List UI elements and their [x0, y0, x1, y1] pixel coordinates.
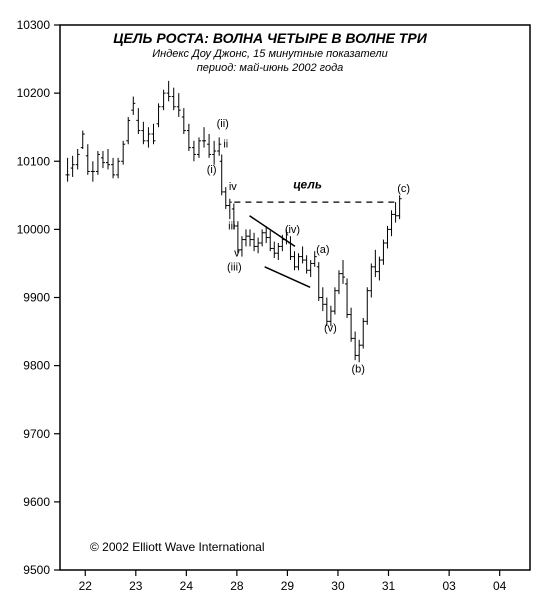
svg-text:ii: ii: [223, 139, 228, 151]
svg-text:22: 22: [79, 579, 93, 593]
svg-text:(iv): (iv): [285, 224, 300, 236]
svg-text:(a): (a): [316, 244, 329, 256]
svg-text:30: 30: [331, 579, 345, 593]
svg-text:28: 28: [230, 579, 244, 593]
chart-subtitle-1: Индекс Доу Джонс, 15 минутные показатели: [0, 48, 540, 60]
svg-text:(ii): (ii): [217, 118, 229, 130]
chart-svg: 9500960097009800990010000101001020010300…: [0, 0, 540, 600]
svg-text:9800: 9800: [23, 359, 50, 373]
svg-text:(iii): (iii): [227, 261, 242, 273]
svg-text:31: 31: [382, 579, 396, 593]
svg-text:10200: 10200: [17, 86, 51, 100]
svg-text:9700: 9700: [23, 427, 50, 441]
svg-text:(c): (c): [397, 183, 410, 195]
svg-text:04: 04: [493, 579, 507, 593]
svg-text:(b): (b): [351, 363, 364, 375]
svg-text:iv: iv: [229, 181, 237, 193]
svg-text:10100: 10100: [17, 154, 51, 168]
svg-text:29: 29: [281, 579, 295, 593]
svg-text:v: v: [234, 248, 240, 260]
svg-text:23: 23: [129, 579, 143, 593]
chart-subtitle-2: период: май-июнь 2002 года: [0, 62, 540, 74]
chart-container: ЦЕЛЬ РОСТА: ВОЛНА ЧЕТЫРЕ В ВОЛНЕ ТРИ Инд…: [0, 0, 540, 600]
svg-text:9500: 9500: [23, 563, 50, 577]
chart-title: ЦЕЛЬ РОСТА: ВОЛНА ЧЕТЫРЕ В ВОЛНЕ ТРИ: [0, 30, 540, 46]
svg-text:цель: цель: [293, 178, 322, 192]
svg-text:24: 24: [180, 579, 194, 593]
svg-text:10000: 10000: [17, 222, 51, 236]
svg-text:03: 03: [442, 579, 456, 593]
copyright-text: © 2002 Elliott Wave International: [90, 540, 265, 554]
svg-text:(v): (v): [324, 323, 337, 335]
svg-text:9600: 9600: [23, 495, 50, 509]
svg-text:9900: 9900: [23, 291, 50, 305]
svg-text:(i): (i): [207, 164, 217, 176]
svg-text:iii: iii: [228, 220, 235, 232]
